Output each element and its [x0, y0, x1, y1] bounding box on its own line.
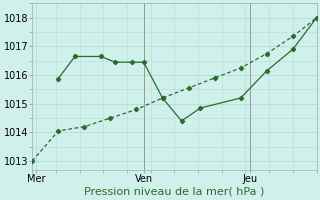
X-axis label: Pression niveau de la mer( hPa ): Pression niveau de la mer( hPa ): [84, 187, 265, 197]
